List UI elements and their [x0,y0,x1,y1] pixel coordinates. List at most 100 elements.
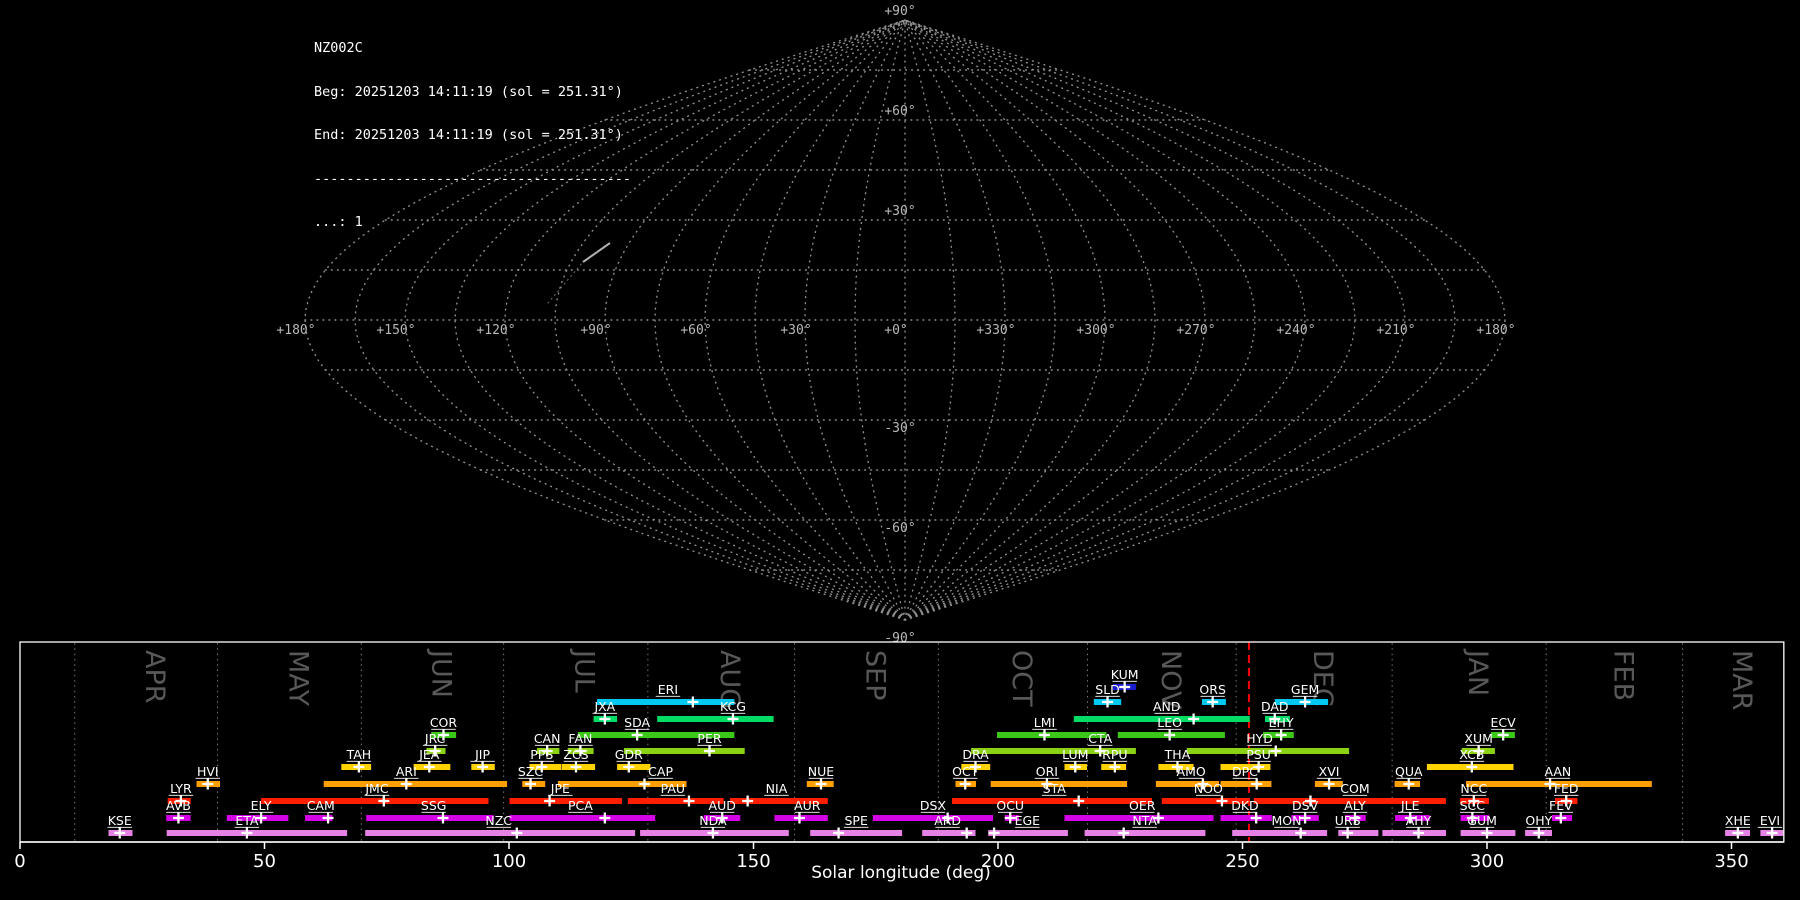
shower-label-CTA: CTA [1088,731,1112,746]
shower-bar-MON [1232,830,1328,836]
shower-label-DRA: DRA [962,747,989,762]
shower-label-DKD: DKD [1231,798,1258,813]
shower-label-AUD: AUD [709,798,736,813]
shower-label-FAN: FAN [568,731,592,746]
month-label-MAR: MAR [1726,650,1757,711]
month-label-OCT: OCT [1006,650,1037,707]
shower-bar-PCA [509,815,656,821]
shower-label-JIP: JIP [474,747,490,762]
shower-bar-DPC [1220,781,1272,787]
shower-label-SZC: SZC [518,764,543,779]
shower-label-SSG: SSG [421,798,447,813]
shower-label-JRC: JRC [424,731,446,746]
shower-bar-ERI [597,699,735,705]
shower-label-XHE: XHE [1725,813,1751,828]
shower-label-OCT: OCT [952,764,979,779]
map-longitude-label: +180° [276,323,315,338]
shower-label-JXA: JXA [593,699,615,714]
shower-label-HVI: HVI [197,764,219,779]
x-tick-label-0: 0 [14,851,25,872]
plot-title: NZ002C [314,40,363,56]
map-longitude-label: +150° [376,323,415,338]
map-meridian-line [804,19,906,621]
x-tick-label-150: 150 [736,851,770,872]
shower-label-FEV: FEV [1549,798,1573,813]
shower-label-TAH: TAH [346,747,372,762]
shower-label-OCU: OCU [996,798,1024,813]
map-latitude-label: -90° [884,631,915,646]
shower-label-THA: THA [1164,747,1191,762]
month-label-MAY: MAY [282,650,313,707]
x-tick-label-200: 200 [981,851,1015,872]
shower-label-SLD: SLD [1095,682,1120,697]
shower-label-LUM: LUM [1062,747,1088,762]
shower-label-AND: AND [1153,699,1181,714]
shower-bar-NZC [365,830,636,836]
x-tick-label-100: 100 [492,851,526,872]
map-latitude-label: +60° [884,104,915,119]
shower-label-LMI: LMI [1034,715,1055,730]
shower-label-NTA: NTA [1132,813,1157,828]
shower-label-DSX: DSX [920,798,947,813]
shower-label-JLE: JLE [1400,798,1420,813]
shower-label-XVI: XVI [1319,764,1340,779]
shower-label-AVB: AVB [166,798,191,813]
shower-label-ARD: ARD [934,813,961,828]
shower-label-OHY: OHY [1525,813,1552,828]
shower-bar-SSG [366,815,494,821]
shower-label-NZC: NZC [485,813,512,828]
x-tick-label-50: 50 [253,851,276,872]
month-label-SEP: SEP [859,650,890,700]
shower-bar-PER [623,748,745,754]
shower-label-ORS: ORS [1199,682,1226,697]
shower-bar-COM [1253,798,1446,804]
shower-label-JPE: JPE [550,781,570,796]
shower-label-LEO: LEO [1157,715,1182,730]
month-label-APR: APR [139,650,170,704]
shower-label-XCB: XCB [1459,747,1484,762]
month-label-JUN: JUN [425,648,456,698]
map-meridian-line [904,19,1356,621]
shower-label-CAN: CAN [534,731,561,746]
shower-bar-URS [1338,830,1379,836]
shower-label-NDA: NDA [699,813,727,828]
x-tick-label-250: 250 [1225,851,1259,872]
map-meridian-line [404,19,906,621]
x-axis-title: Solar longitude (deg) [811,863,991,883]
shower-bar-AAN [1466,781,1652,787]
track-count-line: ...: 1 [314,214,363,230]
shower-label-AMO: AMO [1177,764,1206,779]
map-meridian-line [454,19,906,621]
shower-label-DSV: DSV [1292,798,1319,813]
shower-label-LYR: LYR [170,781,192,796]
shower-bar-STA [952,798,1152,804]
shower-label-GEM: GEM [1291,682,1319,697]
shower-bar-JPE [509,798,622,804]
shower-label-ORI: ORI [1036,764,1058,779]
map-longitude-label: +210° [1376,323,1415,338]
shower-bar-NTA [1084,830,1206,836]
map-latitude-label: -60° [884,521,915,536]
radiant-track [547,242,611,304]
shower-label-STA: STA [1043,781,1067,796]
shower-bar-PAU [627,798,724,804]
shower-bar-ORI [990,781,1128,787]
shower-label-ALY: ALY [1344,798,1366,813]
map-latitude-label: -30° [884,421,915,436]
radiant-track-trail [547,261,584,304]
shower-label-URS: URS [1335,813,1361,828]
begin-time-line: Beg: 20251203 14:11:19 (sol = 251.31°) [314,83,623,100]
end-time-line: End: 20251203 14:11:19 (sol = 251.31°) [314,127,623,143]
shower-bar-SDA [577,732,735,738]
map-meridian-line [904,19,1156,621]
map-longitude-label: +270° [1176,323,1215,338]
shower-label-COR: COR [430,715,458,730]
shower-label-DPC: DPC [1232,764,1258,779]
map-longitude-label: +0° [884,323,907,338]
map-meridian-line [854,19,906,621]
sky-map-grid [304,19,1506,621]
map-latitude-label: +90° [884,4,915,19]
shower-label-PER: PER [697,731,721,746]
shower-label-NUE: NUE [808,764,834,779]
